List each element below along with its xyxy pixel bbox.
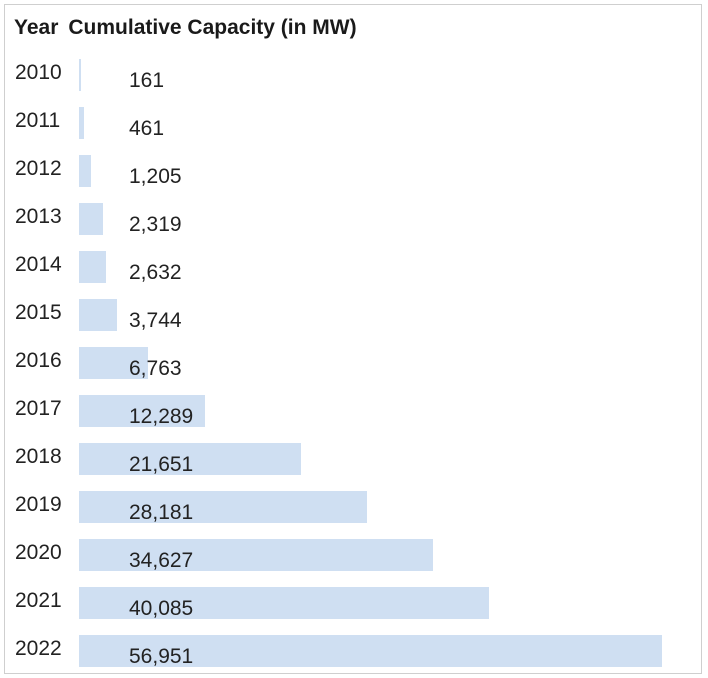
year-label: 2013 <box>15 205 62 228</box>
year-label: 2018 <box>15 445 62 468</box>
table-header: Year Cumulative Capacity (in MW) <box>14 16 357 40</box>
bar-row: 2013 2,319 <box>0 199 708 239</box>
bar-row: 2011 461 <box>0 103 708 143</box>
value-label: 161 <box>129 69 165 92</box>
bar-row: 2020 34,627 <box>0 535 708 575</box>
bar <box>79 203 103 235</box>
bar <box>79 59 81 91</box>
value-label: 6,763 <box>129 357 182 380</box>
bar-row: 2019 28,181 <box>0 487 708 527</box>
year-label: 2022 <box>15 637 62 660</box>
bar <box>79 443 301 475</box>
bar <box>79 539 434 571</box>
value-label: 2,319 <box>129 213 182 236</box>
bar <box>79 491 368 523</box>
bar-row: 2018 21,651 <box>0 439 708 479</box>
bar-row: 2016 6,763 <box>0 343 708 383</box>
header-year: Year <box>14 16 59 39</box>
bar <box>79 347 149 379</box>
bar <box>79 635 662 667</box>
value-label: 3,744 <box>129 309 182 332</box>
value-label: 34,627 <box>129 549 194 572</box>
value-label: 56,951 <box>129 645 194 668</box>
year-label: 2017 <box>15 397 62 420</box>
value-label: 40,085 <box>129 597 194 620</box>
year-label: 2010 <box>15 61 62 84</box>
year-label: 2016 <box>15 349 62 372</box>
bar-row: 2022 56,951 <box>0 631 708 671</box>
year-label: 2019 <box>15 493 62 516</box>
year-label: 2015 <box>15 301 62 324</box>
value-label: 21,651 <box>129 453 194 476</box>
year-label: 2021 <box>15 589 62 612</box>
value-label: 12,289 <box>129 405 194 428</box>
value-label: 461 <box>129 117 165 140</box>
bar-row: 2012 1,205 <box>0 151 708 191</box>
value-label: 28,181 <box>129 501 194 524</box>
bar-row: 2015 3,744 <box>0 295 708 335</box>
value-label: 1,205 <box>129 165 182 188</box>
bar <box>79 299 118 331</box>
bar-row: 2021 40,085 <box>0 583 708 623</box>
bar <box>79 587 490 619</box>
value-label: 2,632 <box>129 261 182 284</box>
bar <box>79 155 92 187</box>
header-capacity: Cumulative Capacity (in MW) <box>68 16 357 39</box>
bar-row: 2010 161 <box>0 55 708 95</box>
year-label: 2012 <box>15 157 62 180</box>
chart-frame <box>4 4 702 674</box>
bar-row: 2017 12,289 <box>0 391 708 431</box>
year-label: 2020 <box>15 541 62 564</box>
bar <box>79 107 84 139</box>
year-label: 2014 <box>15 253 62 276</box>
bar-row: 2014 2,632 <box>0 247 708 287</box>
bar <box>79 251 106 283</box>
bar <box>79 395 205 427</box>
year-label: 2011 <box>15 109 61 132</box>
